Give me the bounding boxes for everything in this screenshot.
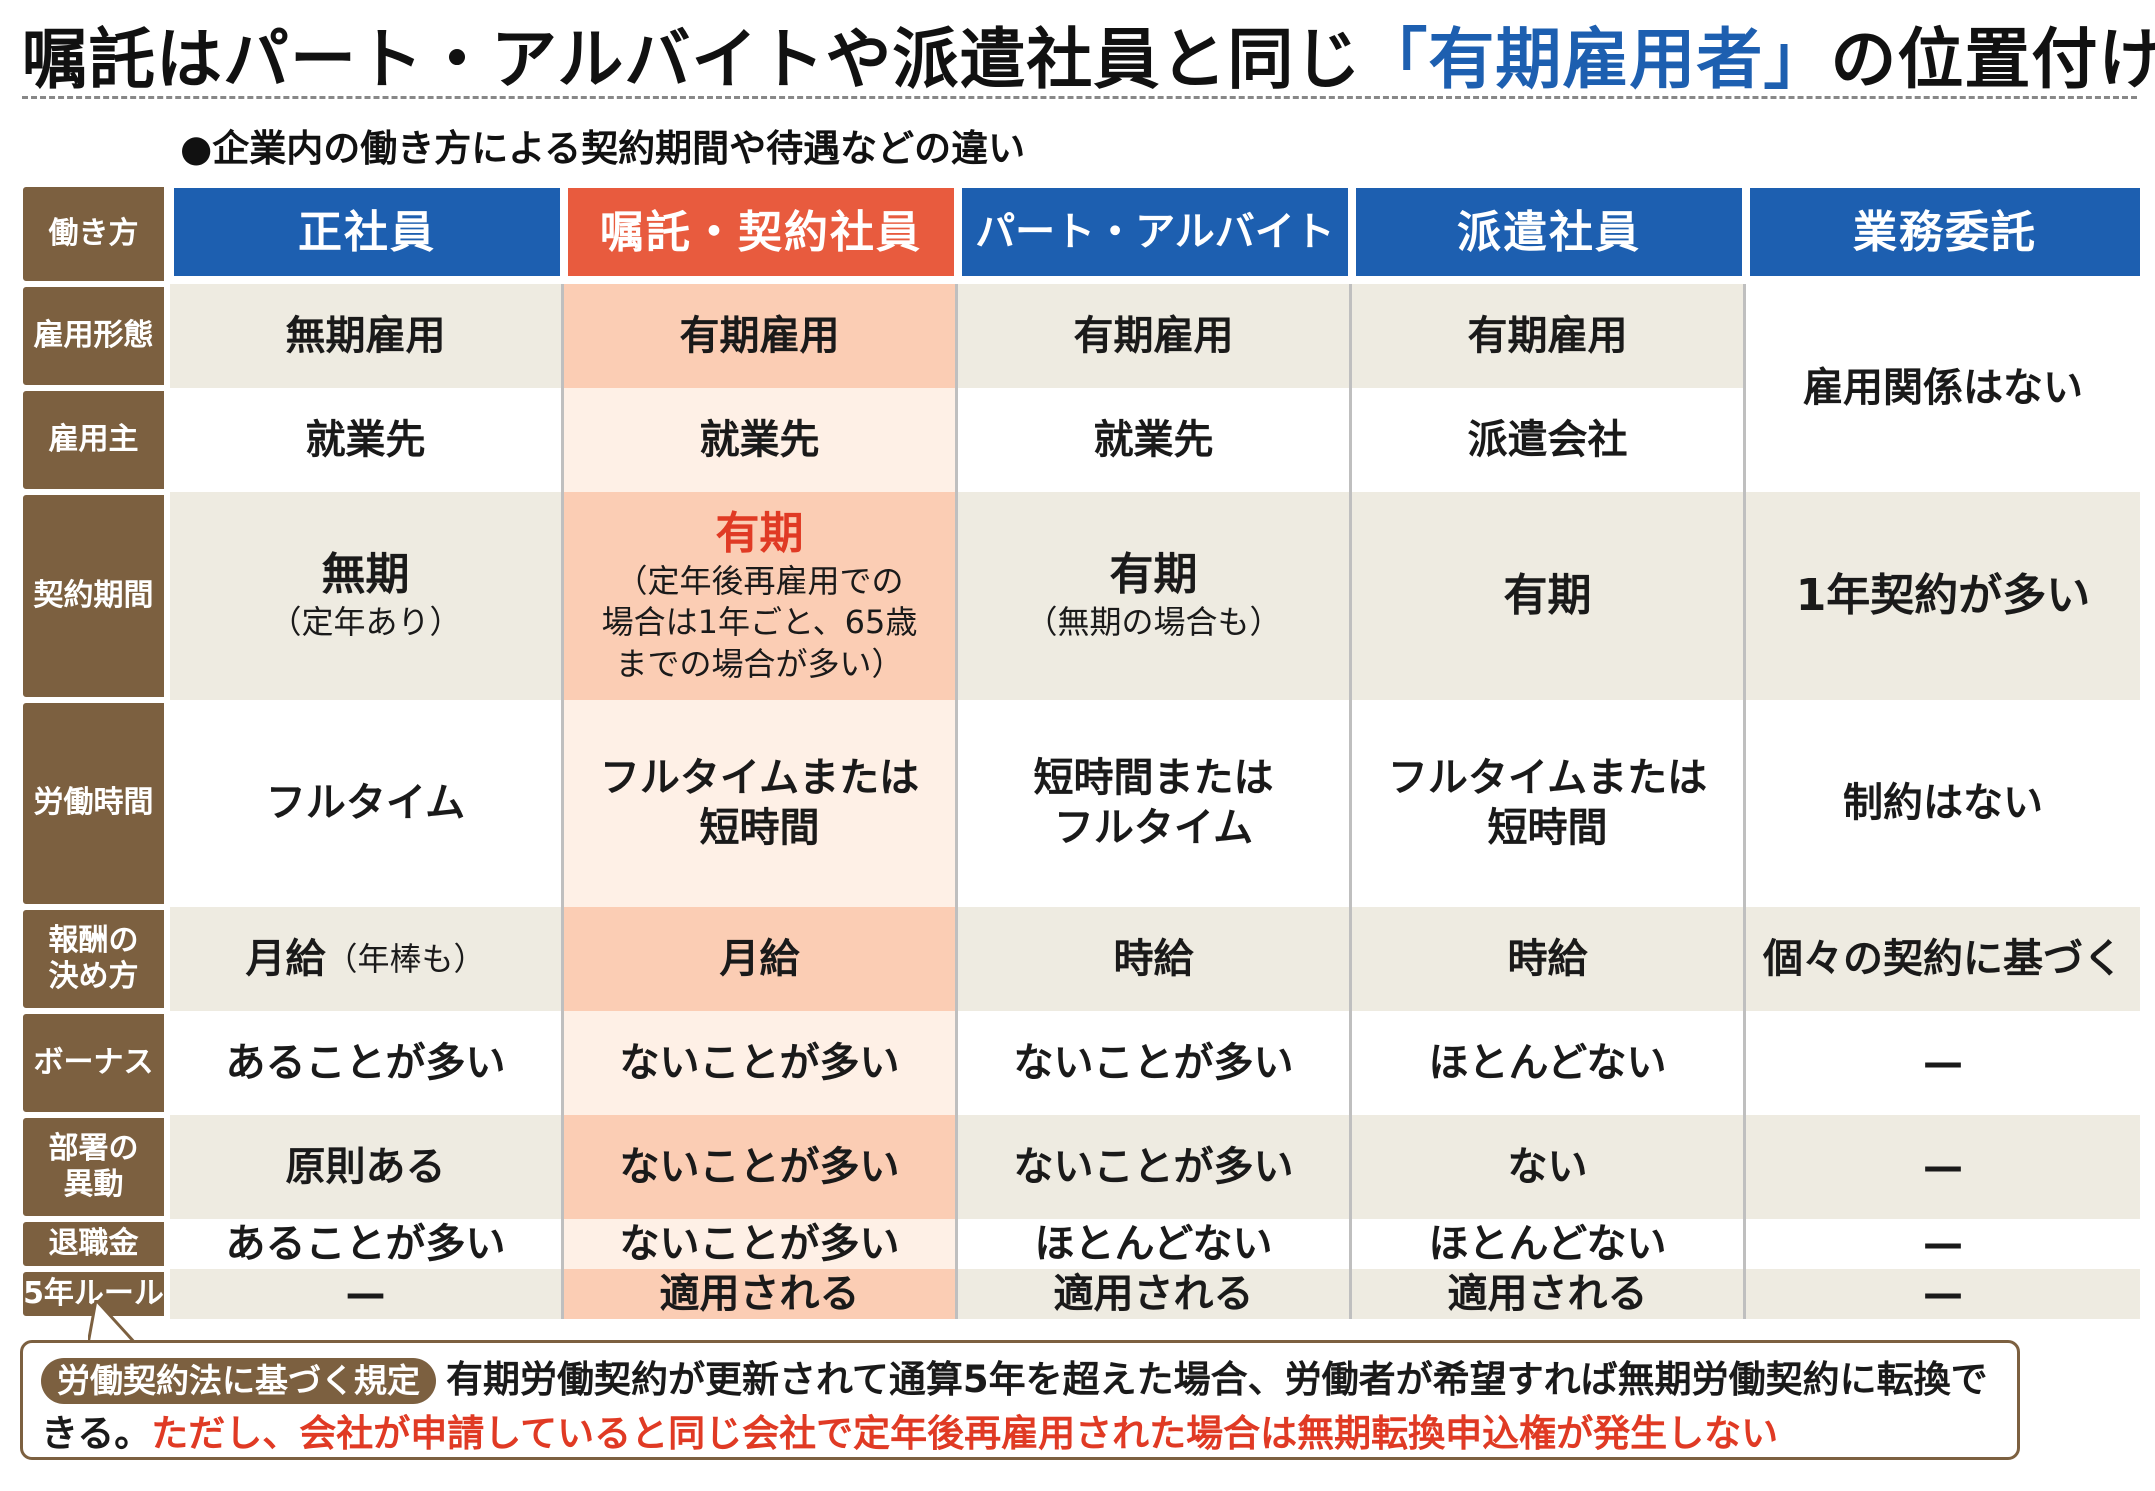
table-cell: ない: [1352, 1115, 1746, 1219]
table-cell: 無期雇用: [170, 284, 564, 388]
table-cell: 時給: [958, 907, 1352, 1012]
subtitle: ●企業内の働き方による契約期間や待遇などの違い: [180, 127, 1026, 170]
table-cell: フルタイム: [170, 699, 564, 908]
title-highlight: 「有期雇用者」: [1361, 21, 1831, 98]
table-cell: フルタイムまたは 短時間: [564, 699, 958, 908]
column-header: 正社員: [170, 184, 564, 284]
table-cell: —: [1746, 1218, 2140, 1269]
table-cell: フルタイムまたは 短時間: [1352, 699, 1746, 908]
table-cell: ないことが多い: [958, 1011, 1352, 1116]
row-label: ボーナス: [20, 1011, 170, 1116]
row-label: 契約期間: [20, 491, 170, 700]
table-cell: —: [1746, 1115, 2140, 1219]
table-cell: —: [1746, 1011, 2140, 1116]
row-label: 雇用主: [20, 387, 170, 492]
table-cell: 1年契約が多い: [1746, 491, 2140, 700]
table-cell: 就業先: [564, 387, 958, 492]
table-cell: 派遣会社: [1352, 387, 1746, 492]
row-label: 労働時間: [20, 699, 170, 908]
row-label: 雇用形態: [20, 284, 170, 388]
table-cell: 時給: [1352, 907, 1746, 1012]
table-cell: 有期雇用: [958, 284, 1352, 388]
table-cell: —: [170, 1268, 564, 1319]
table-cell: ないことが多い: [958, 1115, 1352, 1219]
table-cell: 有期雇用: [564, 284, 958, 388]
table-cell: 適用される: [564, 1268, 958, 1319]
footnote-text: 有期労働契約が更新されて通算5年を超えた場合、労働者が希望すれば無期労働契約に転…: [41, 1358, 1988, 1455]
table-cell: 短時間または フルタイム: [958, 699, 1352, 908]
table-cell: 個々の契約に基づく: [1746, 907, 2140, 1012]
title-suffix: の位置付け: [1830, 21, 2155, 98]
table-cell: ほとんどない: [958, 1218, 1352, 1269]
table-cell-merged: 雇用関係はない: [1746, 284, 2140, 492]
title-prefix: 嘱託はパート・アルバイトや派遣社員と同じ: [22, 21, 1362, 98]
table-cell: 無期 （定年あり）: [170, 491, 564, 700]
title-divider: [22, 96, 2137, 99]
footnote-tag: 労働契約法に基づく規定: [41, 1358, 436, 1404]
table-cell: 制約はない: [1746, 699, 2140, 908]
table-cell: 有期雇用: [1352, 284, 1746, 388]
table-cell: 原則ある: [170, 1115, 564, 1219]
table-cell: あることが多い: [170, 1218, 564, 1269]
table-cell: ないことが多い: [564, 1011, 958, 1116]
table-cell: 有期: [1352, 491, 1746, 700]
corner-label: 働き方: [20, 184, 170, 284]
row-label: 報酬の 決め方: [20, 907, 170, 1012]
page-title: 嘱託はパート・アルバイトや派遣社員と同じ「有期雇用者」の位置付け: [22, 6, 2155, 102]
column-header: 派遣社員: [1352, 184, 1746, 284]
table-cell: 月給: [564, 907, 958, 1012]
comparison-table: 働き方 正社員 嘱託・契約社員 パート・アルバイト 派遣社員 業務委託 雇用形態…: [20, 184, 2140, 1319]
table-cell: 月給 （年棒も）: [170, 907, 564, 1012]
column-header: 嘱託・契約社員: [564, 184, 958, 284]
table-cell: 適用される: [1352, 1268, 1746, 1319]
table-cell: 就業先: [170, 387, 564, 492]
footnote-callout: 労働契約法に基づく規定 有期労働契約が更新されて通算5年を超えた場合、労働者が希望…: [20, 1340, 2020, 1460]
row-label: 退職金: [20, 1218, 170, 1269]
table-cell: 適用される: [958, 1268, 1352, 1319]
table-cell: —: [1746, 1268, 2140, 1319]
table-cell: あることが多い: [170, 1011, 564, 1116]
footnote-warning: ただし、会社が申請していると同じ会社で定年後再雇用された場合は無期転換申込権が発…: [151, 1412, 1779, 1455]
column-header: 業務委託: [1746, 184, 2140, 284]
table-cell: ないことが多い: [564, 1218, 958, 1269]
row-label: 5年ルール: [20, 1268, 170, 1319]
table-cell: 就業先: [958, 387, 1352, 492]
table-cell: ほとんどない: [1352, 1011, 1746, 1116]
table-cell: 有期 （無期の場合も）: [958, 491, 1352, 700]
table-cell: 有期 （定年後再雇用での 場合は1年ごと、65歳 までの場合が多い）: [564, 491, 958, 700]
column-header: パート・アルバイト: [958, 184, 1352, 284]
table-cell: ないことが多い: [564, 1115, 958, 1219]
table-cell: ほとんどない: [1352, 1218, 1746, 1269]
row-label: 部署の 異動: [20, 1115, 170, 1219]
